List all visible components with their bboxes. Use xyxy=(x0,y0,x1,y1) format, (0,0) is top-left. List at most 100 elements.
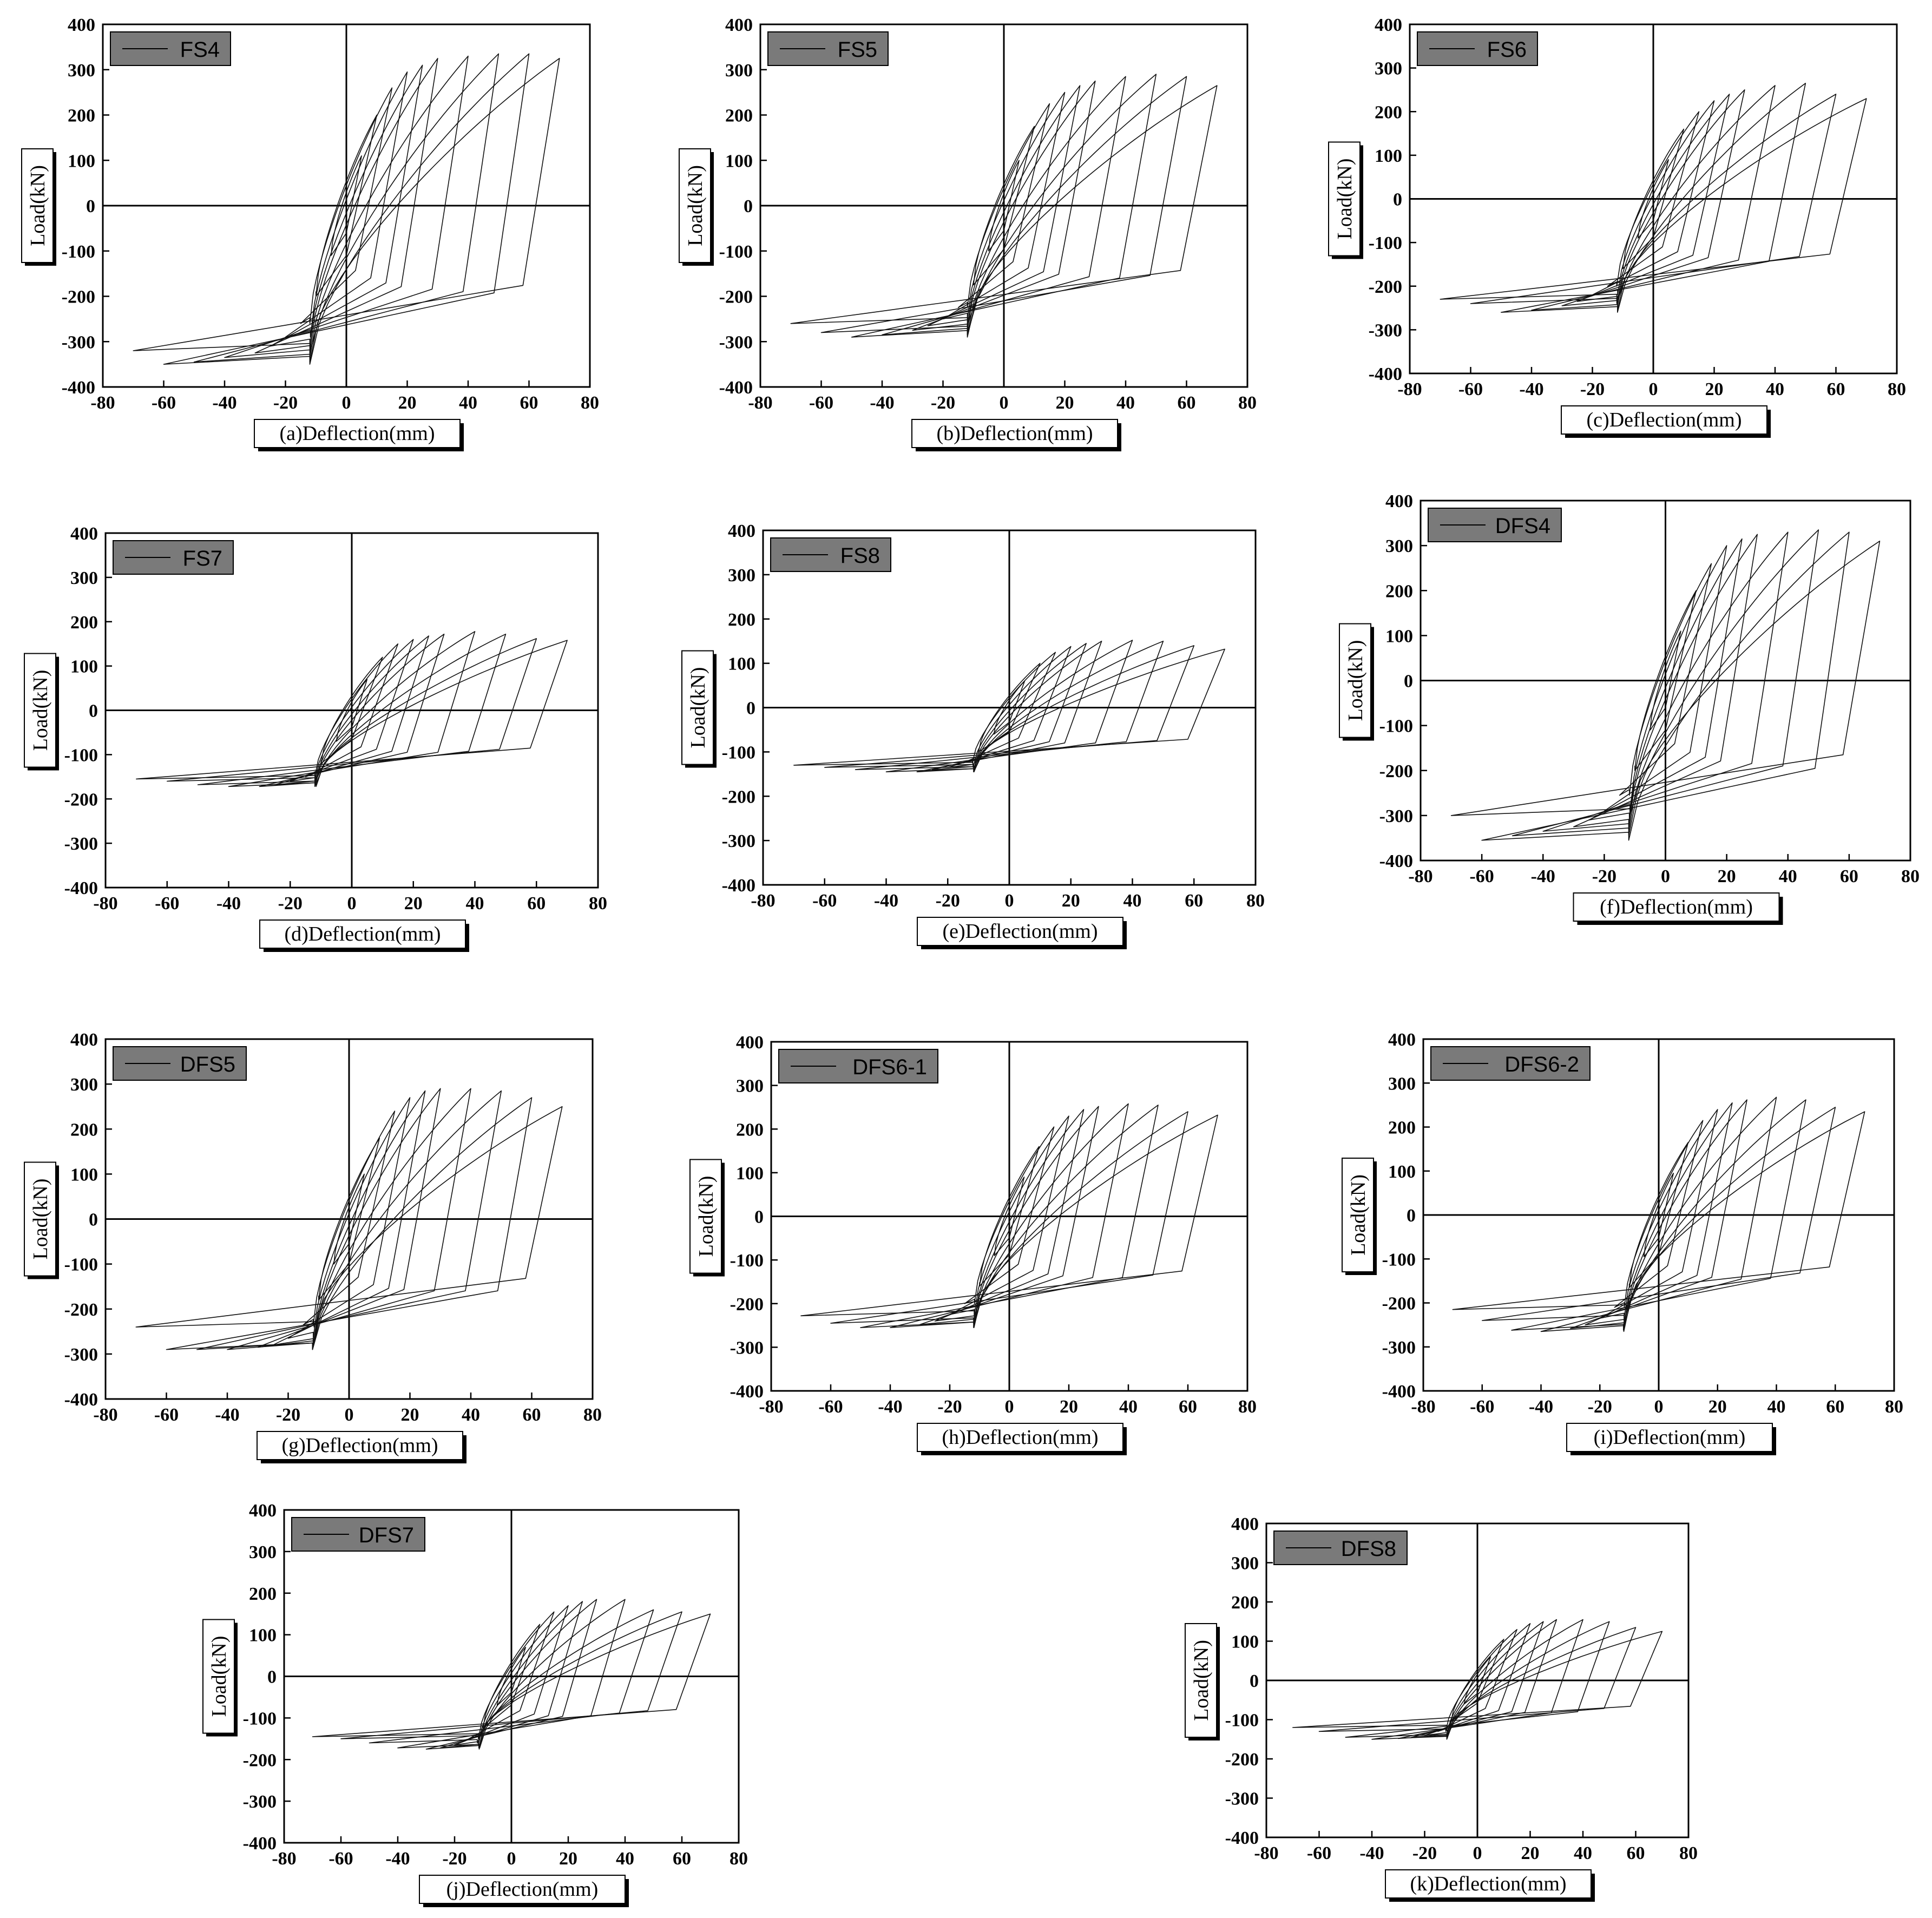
x-tick-label: 20 xyxy=(404,894,423,914)
hysteresis-loop xyxy=(1622,128,1685,270)
y-tick-label: -400 xyxy=(243,1834,277,1854)
y-tick-label: -200 xyxy=(64,1300,98,1320)
hysteresis-loop xyxy=(312,1613,711,1737)
x-tick-label: -40 xyxy=(1529,1397,1553,1417)
x-tick-label: -60 xyxy=(1458,379,1483,399)
legend: FS6 xyxy=(1417,31,1538,66)
x-tick-label: -60 xyxy=(818,1397,843,1417)
x-axis-label: (b)Deflection(mm) xyxy=(936,422,1093,445)
chart-panel-f: -80 -60 -40 -20 0 20 40 60 804003002001000-100-2… xyxy=(1339,491,1920,925)
hysteresis-loop xyxy=(932,643,1087,770)
x-tick-label: -40 xyxy=(874,891,898,911)
hysteresis-curves xyxy=(800,1103,1218,1328)
x-tick-label: 0 xyxy=(1473,1843,1482,1863)
x-tick-label: -60 xyxy=(1469,866,1494,886)
x-tick-label: 80 xyxy=(1679,1843,1698,1863)
x-tick-label: 40 xyxy=(1766,379,1784,399)
y-tick-label: -400 xyxy=(730,1382,764,1402)
x-tick-label: 60 xyxy=(1840,866,1858,886)
hysteresis-loop xyxy=(272,1090,426,1346)
y-tick-label: 400 xyxy=(249,1501,277,1521)
y-tick-label: 200 xyxy=(736,1120,764,1140)
x-tick-label: -20 xyxy=(1580,379,1605,399)
x-tick-label: -60 xyxy=(328,1849,353,1869)
x-tick-label: 80 xyxy=(1885,1397,1903,1417)
x-tick-label: 0 xyxy=(1661,866,1670,886)
hysteresis-loop xyxy=(1318,1627,1637,1732)
x-tick-label: -40 xyxy=(1531,866,1555,886)
y-tick-label: -100 xyxy=(64,745,98,765)
y-tick-label: 100 xyxy=(249,1626,277,1646)
y-tick-label: -100 xyxy=(64,1255,98,1275)
legend-label: FS5 xyxy=(838,38,877,62)
y-tick-label: 0 xyxy=(1250,1671,1259,1691)
y-tick-label: -400 xyxy=(1379,851,1413,871)
y-tick-label: 300 xyxy=(1385,536,1413,556)
y-tick-label: 400 xyxy=(68,15,95,35)
hysteresis-loop xyxy=(793,648,1225,766)
x-axis-label: (c)Deflection(mm) xyxy=(1587,409,1742,431)
x-axis-label-box: (a)Deflection(mm) xyxy=(254,419,464,451)
x-tick-label: 60 xyxy=(1178,393,1196,413)
x-tick-label: -20 xyxy=(1412,1843,1437,1863)
x-tick-label: -60 xyxy=(812,891,837,911)
hysteresis-loop xyxy=(942,91,1066,320)
x-axis-label-box: (k)Deflection(mm) xyxy=(1385,1869,1595,1902)
legend-label: DFS4 xyxy=(1495,514,1550,538)
x-tick-label: 20 xyxy=(1705,379,1724,399)
y-tick-label: 200 xyxy=(725,106,753,126)
x-tick-label: 40 xyxy=(1123,891,1142,911)
x-axis-label: (d)Deflection(mm) xyxy=(284,923,441,945)
x-tick-label: 40 xyxy=(1767,1397,1786,1417)
legend-label: FS7 xyxy=(183,547,222,570)
y-tick-label: 200 xyxy=(1231,1593,1259,1613)
y-tick-label: 300 xyxy=(70,1075,98,1095)
y-tick-label: 0 xyxy=(744,196,753,216)
hysteresis-loop xyxy=(1576,94,1730,302)
x-tick-label: 40 xyxy=(466,894,484,914)
y-tick-label: -400 xyxy=(1382,1382,1416,1402)
x-tick-label: 0 xyxy=(1649,379,1658,399)
y-tick-label: 300 xyxy=(725,61,753,81)
hysteresis-curves xyxy=(793,640,1225,772)
x-tick-label: -40 xyxy=(385,1849,410,1869)
y-tick-label: -400 xyxy=(719,378,753,398)
hysteresis-loop xyxy=(136,640,568,780)
x-axis-label: (k)Deflection(mm) xyxy=(1410,1873,1566,1895)
y-axis-label: Load(kN) xyxy=(687,667,709,748)
x-tick-label: 40 xyxy=(1116,393,1135,413)
x-tick-label: -80 xyxy=(93,894,117,914)
x-tick-label: 20 xyxy=(559,1849,577,1869)
x-tick-label: -80 xyxy=(1397,379,1422,399)
x-tick-label: 40 xyxy=(616,1849,634,1869)
hysteresis-curves xyxy=(312,1599,711,1750)
hysteresis-loop xyxy=(1482,1107,1836,1321)
y-tick-label: -200 xyxy=(1379,761,1413,781)
legend: DFS6-2 xyxy=(1430,1046,1591,1081)
hysteresis-loop xyxy=(166,1097,533,1350)
x-tick-label: -40 xyxy=(215,1405,239,1425)
y-tick-label: -100 xyxy=(243,1709,277,1729)
y-tick-label: 100 xyxy=(68,151,95,171)
hysteresis-curves xyxy=(790,74,1218,338)
hysteresis-loop xyxy=(1570,1099,1747,1329)
x-tick-label: -20 xyxy=(442,1849,466,1869)
legend: FS8 xyxy=(770,537,891,572)
x-tick-label: -20 xyxy=(937,1397,962,1417)
legend-label: FS4 xyxy=(180,38,220,62)
hysteresis-loop xyxy=(800,1114,1218,1317)
x-axis-label: (e)Deflection(mm) xyxy=(943,920,1098,943)
y-tick-label: 400 xyxy=(725,15,753,35)
hysteresis-loop xyxy=(303,1111,396,1325)
hysteresis-loop xyxy=(1371,1619,1583,1740)
x-tick-label: -60 xyxy=(154,1405,179,1425)
y-tick-label: 400 xyxy=(70,1030,98,1050)
x-axis-label: (a)Deflection(mm) xyxy=(280,422,435,445)
y-axis-label-box: Load(kN) xyxy=(681,650,717,768)
x-tick-label: 0 xyxy=(347,894,357,914)
hysteresis-loop xyxy=(1470,94,1837,304)
y-axis-label: Load(kN) xyxy=(29,670,52,751)
chart-panel-e: -80 -60 -40 -20 0 20 40 60 804003002001000-100-2… xyxy=(681,521,1265,949)
x-tick-label: -80 xyxy=(759,1397,783,1417)
